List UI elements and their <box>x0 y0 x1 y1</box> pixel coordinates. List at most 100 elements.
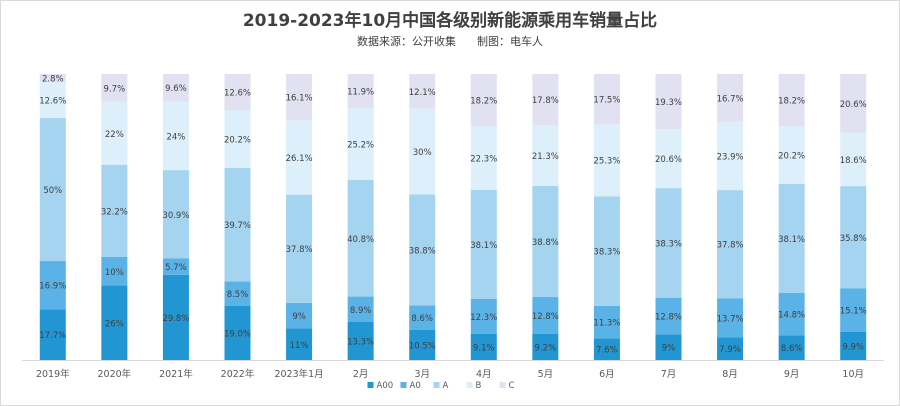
data-label: 11% <box>290 341 309 351</box>
bar-segment-c <box>655 74 682 130</box>
data-label: 5.7% <box>165 263 187 273</box>
data-label: 20.2% <box>778 152 805 162</box>
bar-segment-a00 <box>224 305 251 360</box>
data-label: 19.3% <box>655 98 682 108</box>
bar-segment-c <box>101 74 128 102</box>
bar-segment-b <box>101 101 128 165</box>
x-tick-label: 2021年 <box>159 368 193 380</box>
bar-segment-b <box>717 121 744 191</box>
bar-segment-a <box>409 194 436 306</box>
bar-segment-a0 <box>347 296 374 322</box>
bar-segment-b <box>409 108 436 195</box>
legend-label: C <box>509 381 515 391</box>
x-tick-label: 7月 <box>661 369 677 380</box>
data-label: 20.2% <box>224 135 251 145</box>
x-tick-label: 10月 <box>842 369 864 380</box>
bar-segment-a0 <box>470 298 497 334</box>
bar-segment-a <box>778 183 805 294</box>
x-tick-label: 8月 <box>722 369 738 380</box>
data-label: 11.3% <box>593 319 620 329</box>
data-label: 12.8% <box>532 312 559 322</box>
bar-segment-a0 <box>39 261 66 310</box>
data-label: 16.1% <box>286 94 313 104</box>
bar-segment-b <box>347 108 374 180</box>
legend-swatch-b <box>466 382 473 388</box>
bar-segment-a <box>840 186 867 289</box>
bar-segment-c <box>532 74 559 125</box>
bar-segment-b <box>532 124 559 186</box>
data-label: 8.6% <box>411 314 433 324</box>
legend-label: A <box>443 381 449 391</box>
bar-segment-b <box>286 120 313 195</box>
bar-segment-a00 <box>840 331 867 360</box>
data-label: 12.8% <box>655 312 682 322</box>
data-label: 26% <box>105 319 124 329</box>
bar-segment-a0 <box>593 305 620 339</box>
bar-segment-a <box>224 167 251 282</box>
bar-segment-c <box>286 74 313 121</box>
bar-segment-b <box>39 82 66 119</box>
bar-segment-c <box>162 74 189 102</box>
data-label: 15.1% <box>840 307 867 317</box>
bar-segment-a <box>347 180 374 297</box>
data-label: 50% <box>43 186 62 196</box>
bar-segment-a <box>101 164 128 257</box>
bar-segment-a00 <box>286 328 313 360</box>
bar-segment-a <box>162 170 189 259</box>
data-label: 18.2% <box>778 97 805 107</box>
bar-segment-a00 <box>101 285 128 360</box>
x-tick-label: 3月 <box>414 369 430 380</box>
data-label: 16.9% <box>39 282 66 292</box>
data-label: 38.8% <box>409 246 436 256</box>
chart-subtitle: 数据来源：公开收集 制图：电车人 <box>357 35 543 48</box>
bar-segment-a00 <box>593 338 620 360</box>
x-tick-label: 2020年 <box>98 368 132 380</box>
bar-segment-a <box>286 194 313 303</box>
legend-label: B <box>476 381 482 391</box>
bar-segment-a00 <box>162 274 189 360</box>
bar-segment-a0 <box>532 297 559 334</box>
x-tick-label: 2019年 <box>36 368 70 380</box>
bar-segment-a00 <box>347 322 374 360</box>
data-label: 7.6% <box>596 346 618 356</box>
data-label: 12.3% <box>470 313 497 323</box>
legend-label: A0 <box>410 381 421 391</box>
data-label: 40.8% <box>347 235 374 245</box>
data-label: 17.7% <box>39 331 66 341</box>
bar-segment-b <box>593 124 620 197</box>
bar-segment-b <box>655 129 682 189</box>
bar-segment-c <box>224 74 251 111</box>
x-tick-label: 4月 <box>476 369 492 380</box>
data-label: 30% <box>413 148 432 158</box>
data-label: 20.6% <box>655 155 682 165</box>
x-tick-label: 2022年 <box>221 368 255 380</box>
bar-segment-a00 <box>39 309 66 360</box>
data-label: 9.7% <box>104 84 126 94</box>
data-label: 18.2% <box>470 97 497 107</box>
chart-title: 2019-2023年10月中国各级别新能源乘用车销量占比 <box>242 11 658 31</box>
legend-swatch-a <box>433 382 440 388</box>
x-tick-label: 5月 <box>538 369 554 380</box>
bar-segment-a <box>532 185 559 298</box>
data-label: 21.3% <box>532 152 559 162</box>
bar-segment-b <box>778 126 805 184</box>
bar-segment-a0 <box>224 281 251 306</box>
x-tick-label: 9月 <box>784 369 800 380</box>
data-label: 11.9% <box>347 88 374 98</box>
data-label: 12.1% <box>409 88 436 98</box>
data-label: 25.3% <box>593 157 620 167</box>
data-label: 13.3% <box>347 338 374 348</box>
bar-segment-a <box>655 188 682 298</box>
data-label: 12.6% <box>224 89 251 99</box>
bar-segment-a0 <box>286 302 313 329</box>
bar-segment-c <box>470 74 497 127</box>
data-label: 26.1% <box>286 154 313 164</box>
legend-label: A00 <box>377 381 394 391</box>
bar-segment-b <box>224 110 251 168</box>
data-label: 13.7% <box>717 314 744 324</box>
bar-segment-a0 <box>101 256 128 286</box>
data-label: 8.5% <box>227 290 249 300</box>
bar-segment-a0 <box>840 288 867 332</box>
bar-segment-c <box>593 74 620 125</box>
